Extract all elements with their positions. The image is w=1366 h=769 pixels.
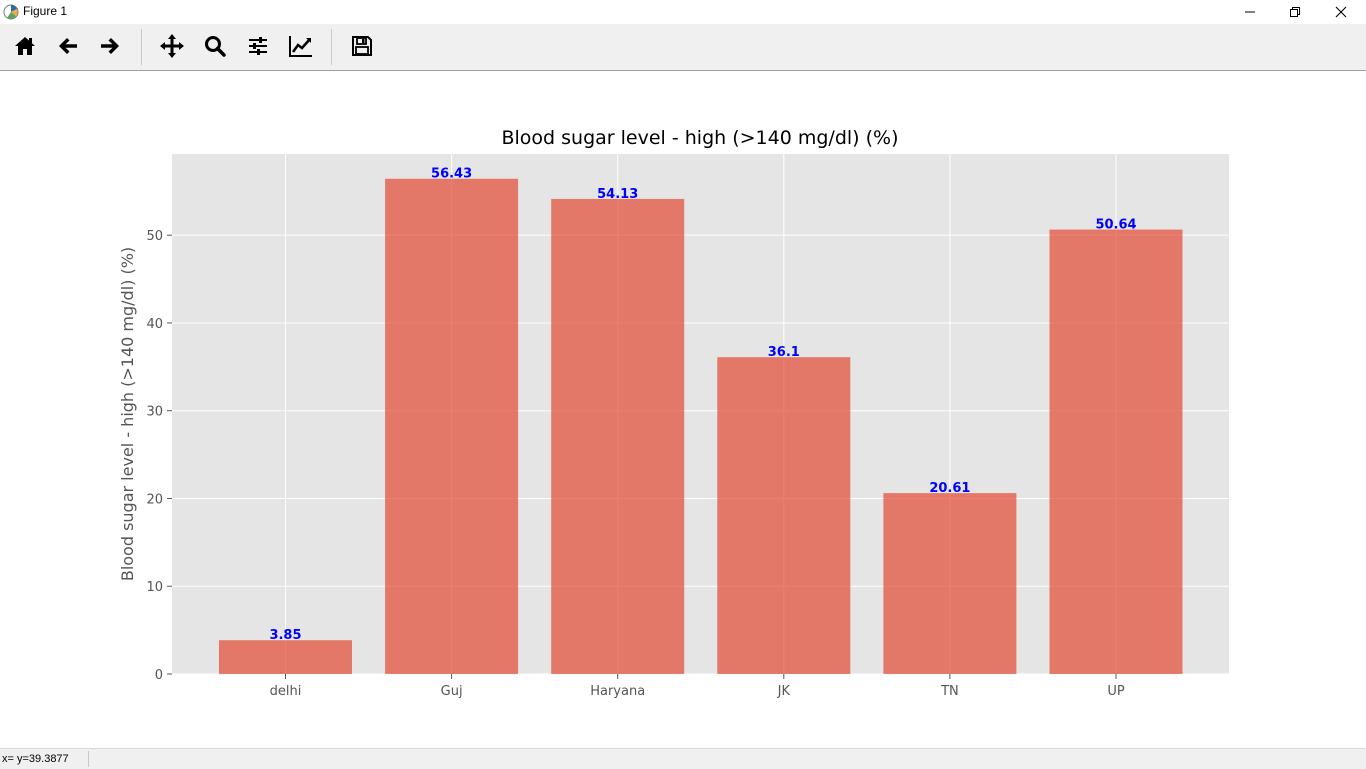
close-icon bbox=[1335, 3, 1347, 22]
bar-value-label: 50.64 bbox=[1095, 218, 1136, 233]
window-title: Figure 1 bbox=[23, 4, 68, 18]
back-arrow-icon bbox=[56, 34, 80, 62]
toolbar-separator bbox=[141, 29, 142, 65]
y-axis-label: Blood sugar level - high (>140 mg/dl) (%… bbox=[118, 247, 137, 581]
bar-tn bbox=[883, 493, 1017, 674]
home-icon bbox=[13, 34, 37, 62]
pan-icon bbox=[159, 33, 185, 63]
configure-subplots-icon bbox=[246, 34, 270, 62]
status-bar: x= y=39.3877 bbox=[0, 748, 1366, 769]
bar-jk bbox=[717, 357, 851, 674]
y-tick-label: 10 bbox=[146, 580, 163, 595]
close-button[interactable] bbox=[1318, 0, 1364, 24]
restore-icon bbox=[1289, 3, 1301, 22]
bar-value-label: 56.43 bbox=[431, 167, 472, 182]
y-tick-label: 20 bbox=[146, 492, 163, 507]
y-tick-label: 30 bbox=[146, 405, 163, 420]
x-axis-ticks: delhi Guj Haryana JK TN UP bbox=[270, 674, 1125, 699]
navigation-toolbar bbox=[0, 24, 1366, 71]
back-button[interactable] bbox=[53, 33, 83, 63]
save-button[interactable] bbox=[347, 33, 377, 63]
bars bbox=[219, 178, 1183, 674]
pan-button[interactable] bbox=[157, 33, 187, 63]
bar-value-label: 3.85 bbox=[269, 628, 301, 643]
minimize-icon bbox=[1244, 3, 1256, 22]
forward-arrow-icon bbox=[98, 34, 122, 62]
y-tick-label: 0 bbox=[155, 668, 163, 683]
x-tick-label: JK bbox=[777, 684, 791, 699]
minimize-button[interactable] bbox=[1227, 0, 1273, 24]
y-axis-ticks: 0 10 20 30 40 50 bbox=[146, 229, 172, 683]
edit-axis-icon bbox=[288, 34, 314, 62]
bar-up bbox=[1049, 229, 1183, 674]
x-tick-label: TN bbox=[940, 684, 959, 699]
save-icon bbox=[350, 34, 374, 62]
cursor-coordinates: x= y=39.3877 bbox=[2, 753, 69, 765]
zoom-icon bbox=[203, 34, 227, 62]
bar-value-label: 54.13 bbox=[597, 187, 638, 202]
configure-subplots-button[interactable] bbox=[243, 33, 273, 63]
restore-button[interactable] bbox=[1272, 0, 1318, 24]
chart-title: Blood sugar level - high (>140 mg/dl) (%… bbox=[501, 127, 898, 149]
status-separator bbox=[88, 751, 89, 767]
forward-button[interactable] bbox=[95, 33, 125, 63]
x-tick-label: Guj bbox=[441, 684, 463, 699]
value-labels: 3.85 56.43 54.13 36.1 20.61 50.64 bbox=[269, 167, 1136, 643]
figure-canvas[interactable]: 3.85 56.43 54.13 36.1 20.61 50.64 0 10 20 30 40 50… bbox=[0, 71, 1366, 747]
bar-value-label: 20.61 bbox=[929, 481, 970, 496]
app-icon bbox=[3, 4, 19, 20]
y-tick-label: 50 bbox=[146, 229, 163, 244]
bar-delhi bbox=[219, 640, 352, 674]
bar-chart: 3.85 56.43 54.13 36.1 20.61 50.64 0 10 20 30 40 50… bbox=[118, 127, 1229, 699]
bar-guj bbox=[385, 178, 519, 674]
x-tick-label: UP bbox=[1107, 684, 1125, 699]
y-tick-label: 40 bbox=[146, 317, 163, 332]
x-tick-label: Haryana bbox=[590, 684, 645, 699]
window-titlebar: Figure 1 bbox=[0, 0, 1366, 24]
toolbar-separator bbox=[331, 29, 332, 65]
bar-haryana bbox=[551, 198, 685, 674]
edit-axis-button[interactable] bbox=[286, 33, 316, 63]
zoom-button[interactable] bbox=[200, 33, 230, 63]
x-tick-label: delhi bbox=[270, 684, 302, 699]
home-button[interactable] bbox=[10, 33, 40, 63]
bar-value-label: 36.1 bbox=[768, 345, 800, 360]
